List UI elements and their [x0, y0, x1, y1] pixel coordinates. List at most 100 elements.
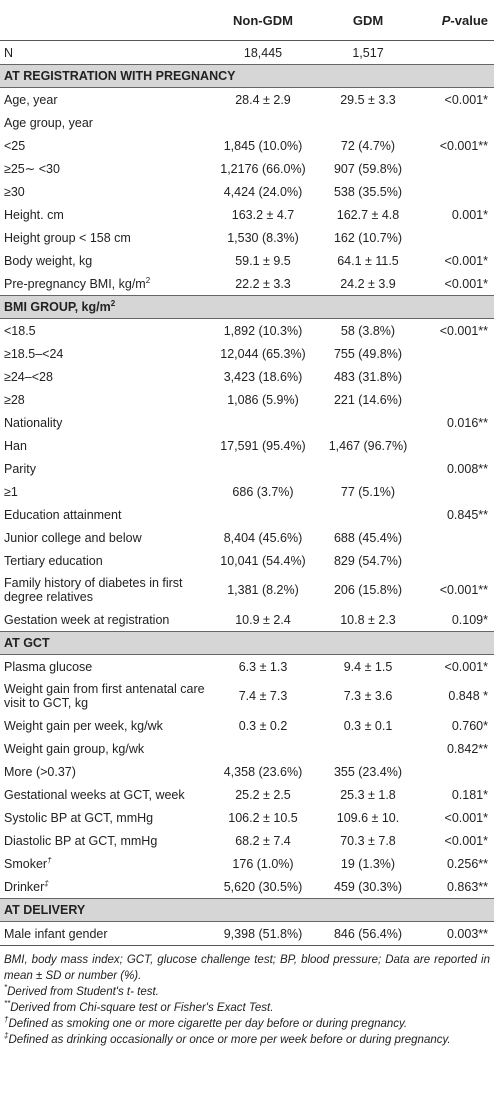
row-label: ≥18.5–<24 [4, 346, 64, 361]
non-gdm-value: 6.3 ± 1.3 [238, 659, 288, 674]
footnote-text: BMI, body mass index; GCT, glucose chall… [4, 954, 490, 982]
row-label-cell: Height group < 158 cm [0, 226, 208, 249]
gdm-value: 162.7 ± 4.8 [336, 207, 400, 222]
non-gdm-value [208, 503, 318, 526]
row-label-cell: Weight gain group, kg/wk [0, 737, 208, 760]
header-gdm: GDM [352, 12, 384, 28]
table-row: Age, year 28.4 ± 2.9 29.5 ± 3.3 <0.001* [0, 88, 494, 112]
table-row: Han 17,591 (95.4%) 1,467 (96.7%) [0, 434, 494, 457]
gdm-value: 829 (54.7%) [333, 553, 403, 568]
row-label-superscript: 2 [145, 275, 151, 285]
gdm-value [318, 411, 418, 434]
non-gdm-value: 22.2 ± 3.3 [235, 276, 291, 291]
p-value: <0.001** [439, 323, 488, 338]
gdm-value: 72 (4.7%) [340, 138, 396, 153]
p-value: 0.016** [446, 415, 488, 430]
p-value [418, 41, 494, 65]
table-row: Height group < 158 cm 1,530 (8.3%) 162 (10… [0, 226, 494, 249]
non-gdm-value [208, 737, 318, 760]
row-label-cell: Male infant gender [0, 921, 208, 946]
footnote: †Defined as smoking one or more cigarett… [4, 1016, 490, 1032]
gdm-value: 483 (31.8%) [333, 369, 403, 384]
p-value: 0.845** [446, 507, 488, 522]
table-row: Weight gain per week, kg/wk 0.3 ± 0.2 0.3 … [0, 714, 494, 737]
section-superscript: 2 [110, 298, 116, 308]
row-label: Weight gain group, kg/wk [4, 741, 145, 756]
row-label-cell: Education attainment [0, 503, 208, 526]
row-label: Family history of diabetes in first degr… [4, 576, 183, 604]
row-label-cell: Age, year [0, 88, 208, 112]
table-row: Weight gain from first antenatal care vi… [0, 678, 494, 714]
row-label: Height group < 158 cm [4, 230, 131, 245]
non-gdm-value: 1,845 (10.0%) [223, 138, 303, 153]
section-label: AT GCT [4, 636, 50, 650]
table-row: Smoker† 176 (1.0%) 19 (1.3%) 0.256** [0, 852, 494, 875]
table-row: Parity 0.008** [0, 457, 494, 480]
footnote: BMI, body mass index; GCT, glucose chall… [4, 952, 490, 984]
table-row: N 18,445 1,517 [0, 41, 494, 65]
non-gdm-value: 18,445 [243, 45, 283, 60]
non-gdm-value: 1,530 (8.3%) [227, 230, 299, 245]
gdm-value: 7.3 ± 3.6 [343, 689, 393, 703]
non-gdm-value: 28.4 ± 2.9 [235, 92, 291, 107]
p-value [418, 111, 494, 134]
gdm-value: 77 (5.1%) [340, 484, 396, 499]
gdm-value: 206 (15.8%) [333, 583, 403, 597]
section-title: AT REGISTRATION WITH PREGNANCY [0, 64, 494, 88]
footnote-mark: ‡ [4, 1031, 9, 1041]
table-row: <25 1,845 (10.0%) 72 (4.7%) <0.001** [0, 134, 494, 157]
row-label-cell: ≥18.5–<24 [0, 342, 208, 365]
row-label-cell: Family history of diabetes in first degr… [0, 572, 208, 608]
row-label-cell: Nationality [0, 411, 208, 434]
row-label: Body weight, kg [4, 253, 93, 268]
row-label-cell: ≥25∼ <30 [0, 157, 208, 180]
characteristics-table: Non-GDM GDM P-value N 18,445 1,517 AT REGIS… [0, 0, 494, 946]
row-label-superscript: † [47, 855, 52, 865]
gdm-value: 907 (59.8%) [333, 161, 403, 176]
row-label-cell: ≥28 [0, 388, 208, 411]
header-p-value: P-value [418, 0, 494, 41]
section-title: AT DELIVERY [0, 898, 494, 922]
row-label-cell: ≥30 [0, 180, 208, 203]
gdm-value [318, 737, 418, 760]
table-row: Age group, year [0, 111, 494, 134]
row-label-cell: Junior college and below [0, 526, 208, 549]
gdm-value: 24.2 ± 3.9 [340, 276, 396, 291]
table-row: ≥18.5–<24 12,044 (65.3%) 755 (49.8%) [0, 342, 494, 365]
non-gdm-value [208, 111, 318, 134]
row-label: Plasma glucose [4, 659, 93, 674]
p-value [418, 760, 494, 783]
row-label-cell: Drinker‡ [0, 875, 208, 899]
row-label: Age, year [4, 92, 58, 107]
gdm-value: 755 (49.8%) [333, 346, 403, 361]
gdm-value: 9.4 ± 1.5 [343, 659, 393, 674]
p-value: <0.001* [444, 659, 488, 674]
footnote-text: Derived from Student's t- test. [7, 986, 159, 998]
row-label-cell: <18.5 [0, 319, 208, 343]
p-value: 0.008** [446, 461, 488, 476]
row-label: Age group, year [4, 115, 93, 130]
non-gdm-value: 4,358 (23.6%) [223, 764, 303, 779]
non-gdm-value: 12,044 (65.3%) [220, 346, 306, 361]
gdm-value: 10.8 ± 2.3 [340, 612, 396, 627]
table-row: Plasma glucose 6.3 ± 1.3 9.4 ± 1.5 <0.001* [0, 655, 494, 679]
p-value: 0.848 * [448, 689, 488, 703]
table-footnotes: BMI, body mass index; GCT, glucose chall… [0, 946, 494, 1048]
gdm-value: 688 (45.4%) [333, 530, 403, 545]
gdm-value [318, 457, 418, 480]
table-row: Body weight, kg 59.1 ± 9.5 64.1 ± 11.5 <0.0… [0, 249, 494, 272]
p-value [418, 526, 494, 549]
footnote-text: Defined as smoking one or more cigarette… [8, 1018, 408, 1030]
row-label: Nationality [4, 415, 63, 430]
table-row: ≥1 686 (3.7%) 77 (5.1%) [0, 480, 494, 503]
non-gdm-value: 8,404 (45.6%) [223, 530, 303, 545]
gdm-value: 64.1 ± 11.5 [337, 253, 399, 268]
non-gdm-value: 686 (3.7%) [232, 484, 294, 499]
gdm-value: 846 (56.4%) [318, 921, 418, 946]
header-p-italic: P [441, 12, 451, 28]
gdm-value [318, 111, 418, 134]
p-value: 0.256** [446, 856, 488, 871]
gdm-value: 0.3 ± 0.1 [343, 718, 393, 733]
table-row: Education attainment 0.845** [0, 503, 494, 526]
p-value [418, 434, 494, 457]
